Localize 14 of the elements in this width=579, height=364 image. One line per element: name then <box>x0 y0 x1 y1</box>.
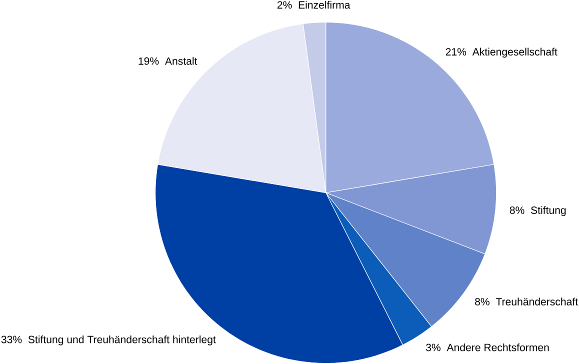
data-label: 8% <box>510 206 524 214</box>
data-label: 2% <box>277 1 292 9</box>
data-label: 19% <box>138 58 159 66</box>
slice-label: Andere Rechtsformen <box>446 344 549 352</box>
slice-label: Stiftung <box>531 206 566 216</box>
data-label: 8% <box>475 298 490 306</box>
data-label: 3% <box>426 344 441 352</box>
slice-label: Treuhänderschaft <box>496 298 578 306</box>
data-label: 21% <box>446 48 466 56</box>
slice-label: Einzelfirma <box>298 1 350 9</box>
data-label: 33% <box>1 336 22 344</box>
slice-label: Anstalt <box>164 57 198 66</box>
slice-label: Stiftung und Treuhänderschaft hinterlegt <box>28 336 216 346</box>
slice-label: Aktiengesellschaft <box>472 48 558 58</box>
